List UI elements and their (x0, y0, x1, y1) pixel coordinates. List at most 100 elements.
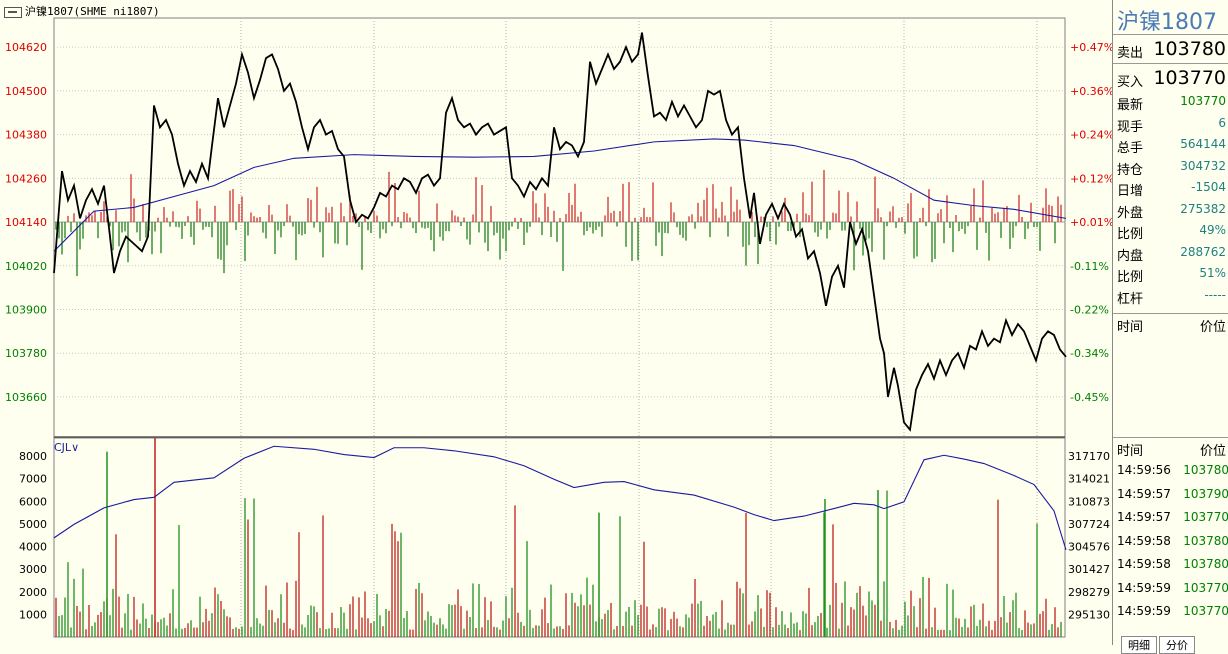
price-tick-label: 104380 (5, 129, 47, 142)
sell-value: 103780 (1153, 38, 1226, 60)
tick-time: 14:59:59 (1117, 604, 1171, 618)
volume-tick-label: 7000 (19, 473, 47, 486)
tab-detail[interactable]: 明细 (1121, 636, 1157, 654)
tick-time: 14:59:58 (1117, 533, 1171, 548)
average-price-line (53, 138, 1067, 252)
time-header: 时间 (1117, 444, 1144, 459)
oi-tick-label: 304576 (1068, 541, 1110, 554)
tick-header-1: 时间 价位 (1113, 313, 1228, 335)
price-tick-label: 103900 (5, 303, 47, 316)
volume-tick-label: 4000 (19, 541, 47, 554)
quote-panel: 沪镍1807 卖出 103780 买入 103770 最新 103770 现手 6 总手… (1112, 0, 1228, 654)
oi-tick-label: 310873 (1068, 495, 1110, 508)
stat-row: 现手 6 (1113, 113, 1228, 135)
window-icon[interactable] (4, 6, 22, 18)
stat-value: -1504 (1191, 180, 1226, 194)
intraday-chart: 104620 +0.47% 104500 +0.36% 104380 +0.24% 1042… (5, 17, 1112, 638)
tick-row: 14:59:57 103770 (1113, 506, 1228, 529)
stat-row: 最新 103770 (1113, 91, 1228, 113)
stat-label: 比例 (1117, 227, 1144, 242)
stat-value: ----- (1204, 287, 1226, 302)
stat-value: 6 (1218, 115, 1226, 130)
tab-price-distribution[interactable]: 分价 (1159, 636, 1195, 654)
pct-tick-label: +0.12% (1070, 172, 1112, 185)
stat-value: 275382 (1180, 201, 1226, 216)
oi-tick-label: 307724 (1068, 518, 1110, 531)
stat-value: 49% (1199, 223, 1226, 237)
buy-value: 103770 (1153, 67, 1226, 89)
stat-value: 288762 (1180, 244, 1226, 259)
chart-area: 104620 +0.47% 104500 +0.36% 104380 +0.24% 1042… (4, 3, 1112, 638)
stat-label: 持仓 (1117, 162, 1144, 178)
tick-time: 14:59:56 (1117, 463, 1171, 477)
tick-row: 14:59:58 103780 (1113, 530, 1228, 553)
stat-value: 304732 (1180, 158, 1226, 173)
chevron-down-icon: ∨ (71, 441, 80, 454)
tick-time: 14:59:58 (1117, 557, 1171, 571)
tick-price: 103770 (1183, 580, 1228, 595)
instrument-name: 沪镍1807 (1117, 10, 1217, 35)
chart-title: 沪镍1807(SHME ni1807) (4, 3, 160, 19)
price-tick-label: 104140 (5, 216, 47, 229)
tick-price: 103770 (1183, 604, 1228, 618)
stat-row: 内盘 288762 (1113, 242, 1228, 264)
sell-label: 卖出 (1117, 46, 1144, 61)
price-tick-label: 104620 (5, 41, 47, 54)
stat-row: 外盘 275382 (1113, 199, 1228, 221)
stat-row: 杠杆 ----- (1113, 285, 1228, 307)
stat-label: 比例 (1117, 270, 1144, 285)
volume-tick-label: 3000 (19, 563, 47, 576)
price-tick-label: 104500 (5, 85, 47, 98)
tick-row: 14:59:56 103780 (1113, 459, 1228, 482)
stat-label: 最新 (1117, 98, 1144, 113)
pct-tick-label: -0.22% (1070, 303, 1109, 316)
volume-indicator-label[interactable]: CJL∨ (54, 441, 79, 454)
pct-tick-label: +0.47% (1070, 41, 1112, 54)
oi-tick-label: 314021 (1068, 473, 1110, 486)
stat-value: 564144 (1180, 137, 1226, 151)
stat-label: 杠杆 (1117, 291, 1144, 307)
oi-tick-label: 298279 (1068, 586, 1110, 599)
stat-label: 总手 (1117, 141, 1144, 156)
volume-tick-label: 5000 (19, 518, 47, 531)
stat-value: 51% (1199, 266, 1226, 280)
tick-price: 103770 (1183, 510, 1228, 524)
volume-tick-label: 6000 (19, 495, 47, 508)
volume-tick-label: 2000 (19, 586, 47, 599)
buy-label: 买入 (1117, 75, 1144, 90)
tick-price: 103790 (1183, 486, 1228, 501)
tick-price: 103780 (1183, 463, 1228, 477)
stat-label: 内盘 (1117, 248, 1144, 264)
stat-label: 外盘 (1117, 205, 1144, 221)
pct-tick-label: +0.36% (1070, 85, 1112, 98)
stat-row: 日增 -1504 (1113, 177, 1228, 199)
open-interest-line (53, 445, 1067, 551)
tick-time: 14:59:57 (1117, 510, 1171, 524)
stat-row: 持仓 304732 (1113, 156, 1228, 178)
oi-tick-label: 295130 (1068, 608, 1110, 621)
pct-tick-label: -0.11% (1070, 260, 1109, 273)
tick-row: 14:59:59 103770 (1113, 600, 1228, 623)
price-tick-label: 103780 (5, 347, 47, 360)
tick-header-2: 时间 价位 (1113, 437, 1228, 459)
price-header: 价位 (1199, 444, 1226, 459)
volume-tick-label: 1000 (19, 608, 47, 621)
price-tick-label: 103660 (5, 391, 47, 404)
stat-value: 103770 (1180, 94, 1226, 108)
buy-row: 买入 103770 (1113, 63, 1228, 92)
pct-tick-label: -0.34% (1070, 347, 1109, 360)
tick-price: 103780 (1183, 533, 1228, 548)
stat-row: 比例 51% (1113, 263, 1228, 285)
stat-row: 总手 564144 (1113, 134, 1228, 156)
oi-tick-label: 317170 (1068, 450, 1110, 463)
tick-row: 14:59:57 103790 (1113, 483, 1228, 506)
tick-price: 103780 (1183, 557, 1228, 571)
time-header: 时间 (1117, 320, 1144, 335)
stat-label: 日增 (1117, 184, 1144, 199)
panel-tabs: 明细 分价 (1121, 636, 1197, 654)
oi-tick-label: 301427 (1068, 563, 1110, 576)
pct-tick-label: -0.45% (1070, 391, 1109, 404)
pct-tick-label: +0.01% (1070, 216, 1112, 229)
tick-row: 14:59:59 103770 (1113, 577, 1228, 600)
volume-tick-label: 8000 (19, 450, 47, 463)
